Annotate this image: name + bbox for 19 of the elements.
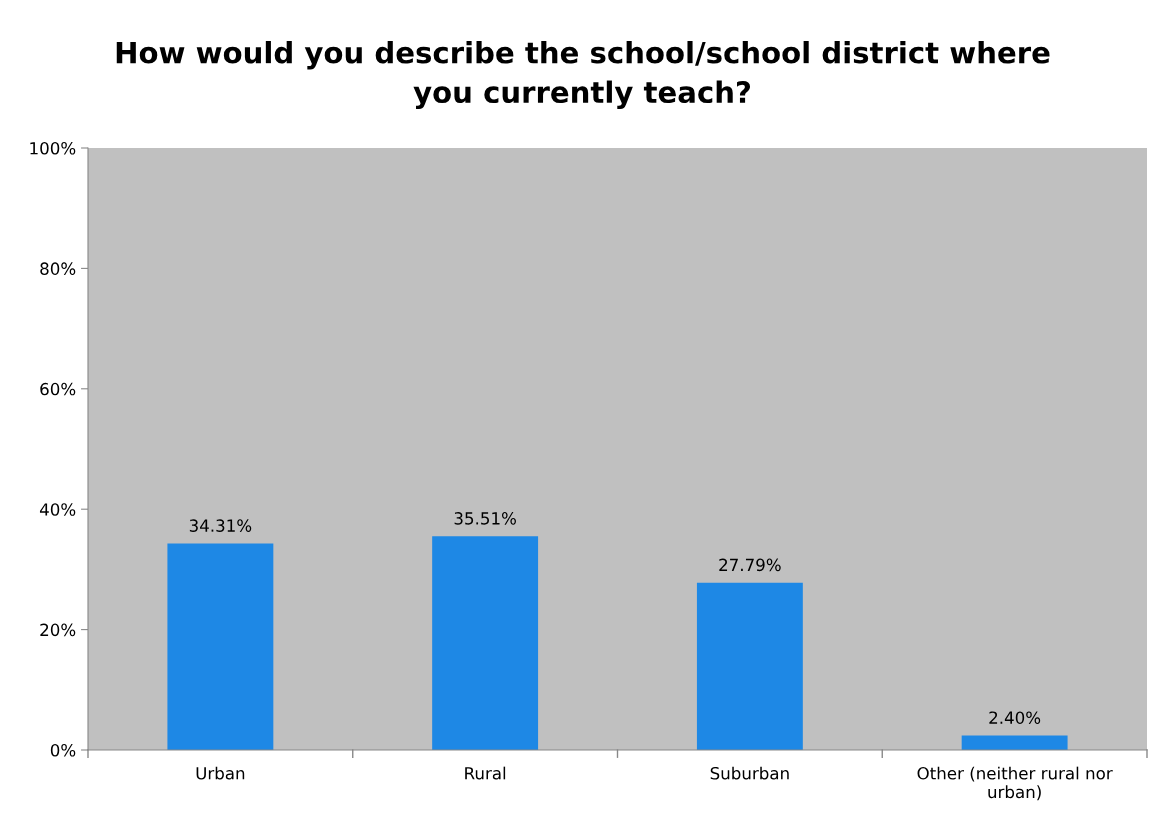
y-tick-label: 80% — [40, 262, 76, 275]
chart-title: How would you describe the school/school district where you currently teach? — [116, 41, 1050, 109]
y-tick-label: 0% — [50, 743, 76, 757]
x-tick-label: Other (neither rural nor urban) — [917, 766, 1113, 801]
x-tick-label: Suburban — [710, 766, 789, 780]
y-tick-label: 20% — [40, 623, 76, 637]
y-tick-label: 40% — [39, 503, 76, 516]
data-label: 34.31% — [189, 519, 252, 532]
bar — [961, 735, 1068, 750]
bar — [432, 536, 539, 750]
x-tick-label: Urban — [196, 766, 245, 780]
x-tick-label: Rural — [465, 766, 506, 780]
bar — [167, 543, 274, 750]
data-label: 35.51% — [454, 512, 516, 525]
data-label: 2.40% — [989, 711, 1041, 724]
y-tick-label: 100% — [30, 141, 76, 155]
y-tick-label: 60% — [40, 382, 76, 396]
bar — [696, 582, 803, 750]
data-label: 27.79% — [719, 558, 781, 572]
